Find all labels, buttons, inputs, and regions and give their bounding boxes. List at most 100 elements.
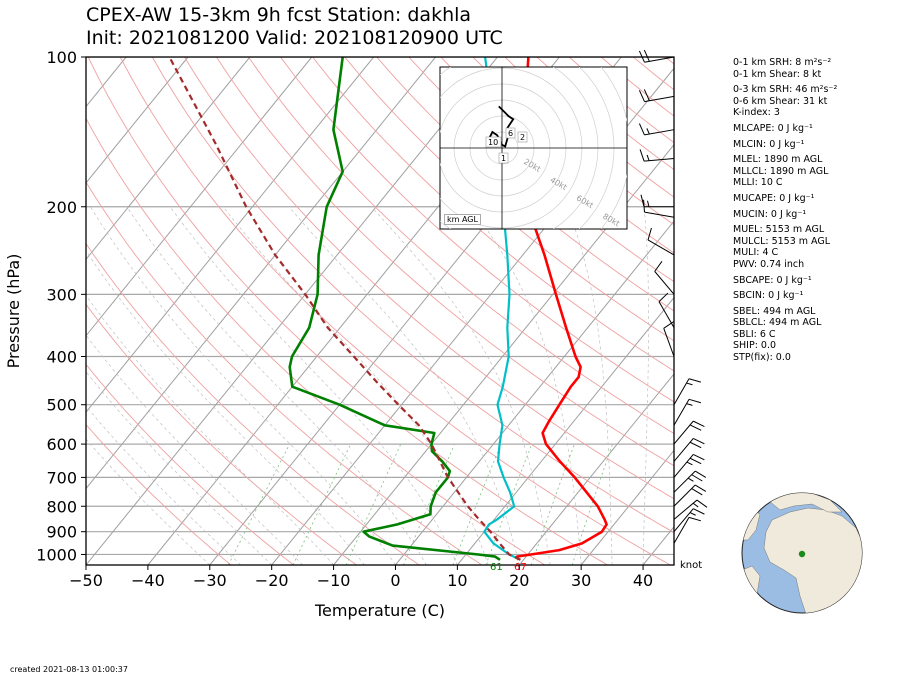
wind-barb [663,320,675,357]
index-line: 0-1 km Shear: 8 kt [733,68,822,80]
isotherm-30 [580,449,674,565]
dry-adiabat [86,303,357,565]
index-line: SHIP: 0.0 [733,340,777,352]
wind-barb [673,378,702,405]
dry-adiabat [86,181,483,565]
mixing-ratio-line [485,443,533,565]
wind-barb [673,484,707,507]
index-line: K-index: 3 [733,107,780,119]
moist-adiabat [86,405,241,565]
temperature-profile [515,57,608,561]
moist-adiabat [86,250,365,565]
index-line: MUEL: 5153 m AGL [733,224,825,236]
wind-barb [639,149,675,162]
moist-adiabat [371,206,551,565]
y-tick-label: 600 [46,435,77,454]
mixing-ratio-line [228,443,290,565]
mixing-ratio-line [403,443,455,565]
hodograph-height-label: 10 [485,136,502,148]
chart-title-line2: Init: 2021081200 Valid: 202108120900 UTC [86,27,503,49]
y-tick-label: 200 [46,198,77,217]
dry-adiabat [151,57,674,534]
moist-adiabat [469,206,582,565]
wind-barb [673,437,705,462]
index-line: SBCAPE: 0 J kg⁻¹ [733,274,812,286]
moist-adiabat [288,206,520,565]
wind-barb [673,398,702,426]
index-line: MULI: 4 C [733,247,779,259]
index-line: MLCIN: 0 J kg⁻¹ [733,138,805,150]
index-line: SBEL: 494 m AGL [733,305,816,317]
mixing-ratio-line [452,443,502,565]
created-timestamp: created 2021-08-13 01:00:37 [10,665,128,674]
wind-barb [673,453,705,478]
moist-adiabat [90,206,396,565]
wind-barb [673,420,705,445]
dry-adiabat [86,423,232,565]
chart-title-line1: CPEX-AW 15-3km 9h fcst Station: dakhla [86,4,472,26]
y-tick-label: 300 [46,285,77,304]
moist-adiabat [642,206,649,565]
stability-indices-panel: 0-1 km SRH: 8 m²s⁻² 0-1 km Shear: 8 kt 0-3… [733,57,837,364]
moist-adiabat [126,206,427,565]
hodograph-height-label: 6 [505,127,516,139]
parcel-profile [168,57,521,561]
virtual_temperature-profile [483,57,521,561]
index-line: SBCIN: 0 J kg⁻¹ [733,290,804,302]
surface-dewpoint-label: 61 [490,562,503,573]
wind-barb [673,470,707,493]
svg-text:10: 10 [488,138,498,147]
surface-temp-label: 67 [514,562,527,573]
wind-barb [647,227,675,256]
x-tick-label: −10 [317,571,351,590]
dry-adiabat [344,57,674,342]
mixing-ratio-line [530,443,575,565]
hodograph-trace [487,105,515,148]
y-axis-label: Pressure (hPa) [4,254,23,369]
moist-adiabat [86,294,334,565]
mixing-ratio-line [292,443,352,565]
isotherm-10 [456,296,674,565]
hodograph-height-label: 2 [517,131,528,143]
wind-barb [638,123,675,136]
isotherm-m50 [86,57,498,565]
y-tick-label: 100 [46,48,77,67]
dewpoint-profile [288,57,501,561]
x-tick-label: −40 [131,571,165,590]
hodograph-units-label: km AGL [444,214,481,225]
globe-land-europe [767,493,843,513]
moist-adiabat [86,438,211,565]
moist-adiabat [86,334,303,565]
isotherm-20 [518,373,674,565]
locator-globe [741,492,863,614]
dry-adiabat [216,57,674,467]
x-tick-label: 40 [633,571,653,590]
x-tick-label: 20 [509,571,529,590]
x-tick-label: 10 [447,571,467,590]
dry-adiabat [248,57,674,435]
dry-adiabat [312,57,674,372]
index-line: 0-1 km SRH: 8 m²s⁻² [733,57,832,68]
y-tick-label: 800 [46,497,77,516]
wind-barb [638,49,675,63]
y-tick-label: 900 [46,523,77,542]
isotherm-0 [395,220,674,565]
index-line: MLEL: 1890 m AGL [733,154,823,166]
index-line: MLLCL: 1890 m AGL [733,165,829,177]
index-line: SBLI: 6 C [733,328,776,340]
index-line: 0-3 km SRH: 46 m²s⁻² [733,84,838,96]
wind-barb [638,89,675,103]
y-tick-label: 700 [46,468,77,487]
wind-barb [673,499,708,520]
index-line: STP(fix): 0.0 [733,352,791,364]
y-tick-label: 1000 [36,545,77,564]
dry-adiabat [86,363,294,565]
y-tick-label: 400 [46,348,77,367]
wind-barb [654,261,675,295]
isotherm-m130 [0,57,2,565]
index-line: 0-6 km Shear: 31 kt [733,95,828,107]
svg-text:2: 2 [520,133,525,142]
moist-adiabat [566,206,613,565]
